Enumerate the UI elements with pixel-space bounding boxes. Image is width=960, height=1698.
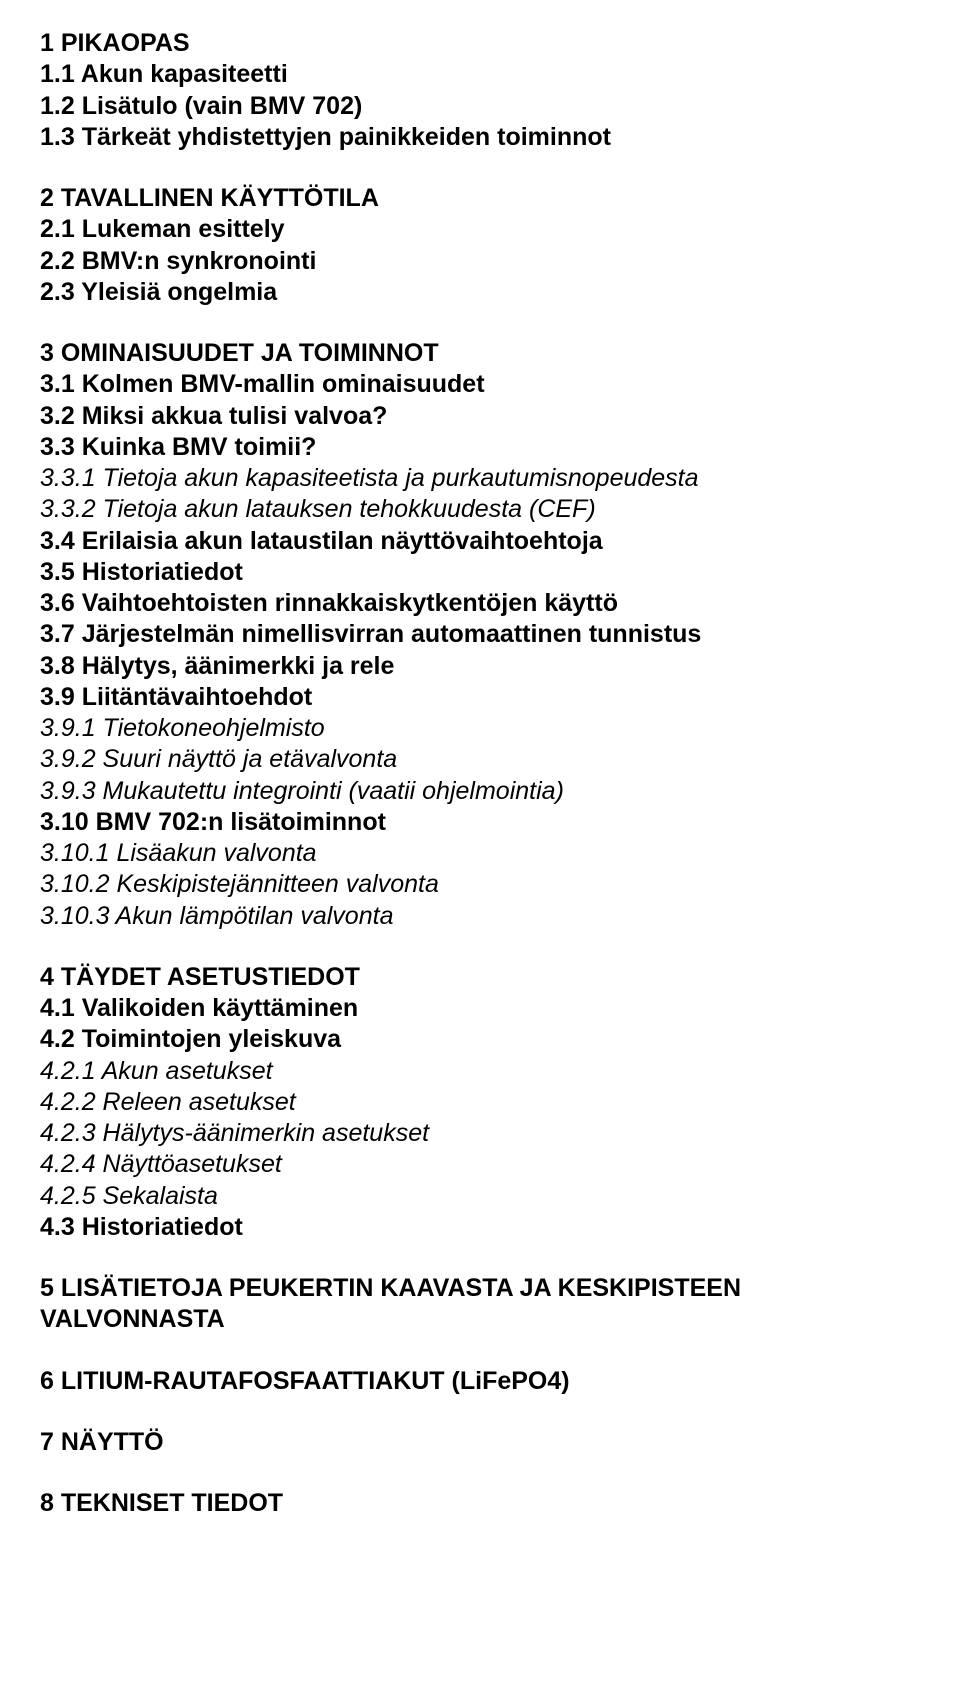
toc-line: 3.9.2 Suuri näyttö ja etävalvonta: [40, 744, 920, 775]
toc-line: 3 OMINAISUUDET JA TOIMINNOT: [40, 338, 920, 369]
toc-line: 3.10.2 Keskipistejännitteen valvonta: [40, 869, 920, 900]
toc-line: 4.2.5 Sekalaista: [40, 1181, 920, 1212]
toc-line: 3.1 Kolmen BMV-mallin ominaisuudet: [40, 369, 920, 400]
toc-line: 8 TEKNISET TIEDOT: [40, 1488, 920, 1519]
toc-section: 8 TEKNISET TIEDOT: [40, 1488, 920, 1519]
toc-line: 4.2.2 Releen asetukset: [40, 1087, 920, 1118]
toc-line: 5 LISÄTIETOJA PEUKERTIN KAAVASTA JA KESK…: [40, 1273, 920, 1336]
toc-line: 3.10.3 Akun lämpötilan valvonta: [40, 901, 920, 932]
toc-line: 2.1 Lukeman esittely: [40, 214, 920, 245]
toc-section: 7 NÄYTTÖ: [40, 1427, 920, 1458]
toc-line: 4.2.3 Hälytys-äänimerkin asetukset: [40, 1118, 920, 1149]
toc-line: 2.3 Yleisiä ongelmia: [40, 277, 920, 308]
toc-section: 1 PIKAOPAS1.1 Akun kapasiteetti1.2 Lisät…: [40, 28, 920, 153]
toc-line: 2 TAVALLINEN KÄYTTÖTILA: [40, 183, 920, 214]
toc-line: 3.6 Vaihtoehtoisten rinnakkaiskytkentöje…: [40, 588, 920, 619]
toc-section: 4 TÄYDET ASETUSTIEDOT4.1 Valikoiden käyt…: [40, 962, 920, 1243]
toc-line: 4 TÄYDET ASETUSTIEDOT: [40, 962, 920, 993]
toc-line: 1.1 Akun kapasiteetti: [40, 59, 920, 90]
toc-line: 4.1 Valikoiden käyttäminen: [40, 993, 920, 1024]
toc-line: 3.7 Järjestelmän nimellisvirran automaat…: [40, 619, 920, 650]
toc-line: 3.3.1 Tietoja akun kapasiteetista ja pur…: [40, 463, 920, 494]
toc-line: 3.9 Liitäntävaihtoehdot: [40, 682, 920, 713]
toc-line: 3.9.1 Tietokoneohjelmisto: [40, 713, 920, 744]
toc-section: 3 OMINAISUUDET JA TOIMINNOT3.1 Kolmen BM…: [40, 338, 920, 932]
toc-line: 3.2 Miksi akkua tulisi valvoa?: [40, 401, 920, 432]
toc-line: 2.2 BMV:n synkronointi: [40, 246, 920, 277]
document-page: 1 PIKAOPAS1.1 Akun kapasiteetti1.2 Lisät…: [0, 0, 960, 1589]
toc-line: 3.3.2 Tietoja akun latauksen tehokkuudes…: [40, 494, 920, 525]
toc-line: 1 PIKAOPAS: [40, 28, 920, 59]
toc-line: 3.3 Kuinka BMV toimii?: [40, 432, 920, 463]
toc-line: 3.4 Erilaisia akun lataustilan näyttövai…: [40, 526, 920, 557]
toc-line: 4.2.4 Näyttöasetukset: [40, 1149, 920, 1180]
toc-line: 4.2 Toimintojen yleiskuva: [40, 1024, 920, 1055]
toc-section: 2 TAVALLINEN KÄYTTÖTILA2.1 Lukeman esitt…: [40, 183, 920, 308]
toc-line: 1.3 Tärkeät yhdistettyjen painikkeiden t…: [40, 122, 920, 153]
toc-section: 5 LISÄTIETOJA PEUKERTIN KAAVASTA JA KESK…: [40, 1273, 920, 1336]
toc-line: 6 LITIUM-RAUTAFOSFAATTIAKUT (LiFePO4): [40, 1366, 920, 1397]
toc-line: 3.10 BMV 702:n lisätoiminnot: [40, 807, 920, 838]
toc-line: 3.5 Historiatiedot: [40, 557, 920, 588]
toc-line: 7 NÄYTTÖ: [40, 1427, 920, 1458]
toc-line: 3.9.3 Mukautettu integrointi (vaatii ohj…: [40, 776, 920, 807]
toc-line: 3.8 Hälytys, äänimerkki ja rele: [40, 651, 920, 682]
toc-line: 1.2 Lisätulo (vain BMV 702): [40, 91, 920, 122]
toc-line: 4.2.1 Akun asetukset: [40, 1056, 920, 1087]
toc-line: 3.10.1 Lisäakun valvonta: [40, 838, 920, 869]
toc-line: 4.3 Historiatiedot: [40, 1212, 920, 1243]
toc-section: 6 LITIUM-RAUTAFOSFAATTIAKUT (LiFePO4): [40, 1366, 920, 1397]
